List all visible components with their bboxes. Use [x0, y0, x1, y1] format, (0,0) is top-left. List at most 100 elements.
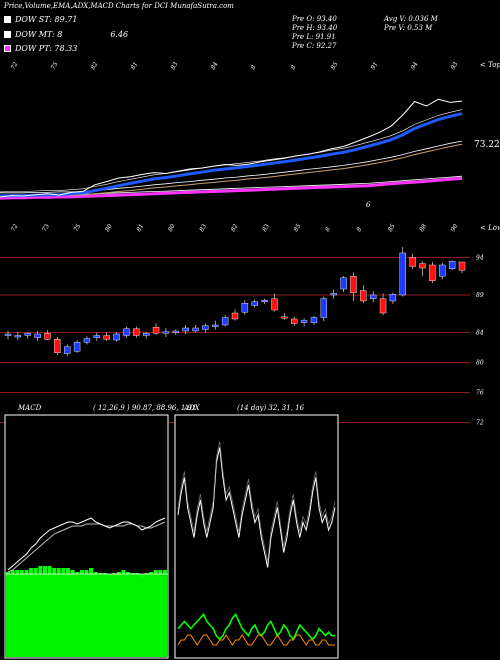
macd-histogram-bar: [10, 570, 15, 574]
candle-body: [202, 325, 209, 330]
ema-fast-dots: [0, 109, 463, 193]
price-y-tick-label: 80: [476, 360, 484, 367]
candle-body: [212, 324, 219, 327]
candle-body: [83, 338, 91, 343]
candle-body: [458, 261, 466, 271]
ema-top-tick-label: 82: [90, 61, 100, 71]
ema-bottom-tick-label: 83: [198, 223, 208, 233]
candle-body: [369, 294, 377, 299]
price-y-tick-label: 94: [476, 255, 484, 262]
macd-histogram-bar: [112, 573, 117, 574]
macd-histogram-bar: [42, 566, 47, 574]
candle-body: [300, 320, 308, 323]
price-y-tick-label: 84: [476, 330, 484, 337]
candle-body: [251, 301, 258, 306]
macd-histogram-bar: [116, 572, 121, 574]
macd-histogram-bar: [135, 573, 140, 574]
ema-bottom-tick-label: 85: [293, 223, 303, 233]
candle-body: [103, 335, 110, 340]
ema-right-label: < Tops: [480, 61, 500, 69]
ema-long-line: [0, 176, 463, 200]
ema-bottom-tick-label: 81: [135, 223, 145, 233]
macd-histogram-bar: [56, 568, 61, 574]
candle-body: [409, 257, 416, 267]
ema-bottom-tick-label: 88: [418, 223, 428, 233]
adx-panel-frame: [174, 414, 339, 659]
ema-bottom-tick-label: 8: [324, 226, 332, 233]
ema-bottom-tick-label: 83: [261, 223, 271, 233]
candle-body: [241, 303, 249, 313]
macd-histogram-bar: [163, 570, 167, 574]
ema-bottom-tick-label: 72: [10, 223, 20, 233]
macd-histogram-bar: [158, 570, 163, 574]
adx-line: [177, 634, 335, 646]
price-line: [0, 98, 463, 198]
ema-inner-label: 6: [366, 201, 371, 209]
candle-body: [399, 252, 406, 296]
macd-line: [7, 517, 166, 571]
macd-histogram-bar: [75, 572, 80, 574]
macd-histogram-bar: [93, 572, 98, 574]
candle-body: [172, 330, 179, 333]
candle-body: [64, 346, 71, 354]
ema-top-tick-label: 84: [210, 61, 220, 71]
ema-top-tick-label: 94: [410, 61, 420, 71]
macd-signal-line: [7, 521, 166, 573]
macd-histogram-bar: [47, 566, 52, 574]
macd-lower-fill: [6, 574, 167, 657]
candle-body: [73, 342, 81, 352]
legend-value: 6.46: [110, 30, 129, 39]
macd-histogram-bar: [29, 568, 34, 574]
ema-top-tick-label: 75: [50, 61, 60, 71]
candle-body: [379, 298, 387, 314]
candle-body: [14, 335, 22, 338]
adx-minus-di-line: [177, 612, 335, 641]
macd-histogram-bar: [153, 570, 158, 574]
candle-body: [192, 327, 199, 332]
ema-slow-line: [0, 143, 463, 197]
chart-title: Price,Volume,EMA,ADX,MACD Charts for DCI…: [4, 2, 234, 10]
legend-swatch: [4, 45, 11, 52]
ema-top-tick-label: 72: [10, 61, 20, 71]
candle-body: [182, 327, 189, 332]
ema-top-tick-label: 91: [370, 61, 380, 71]
macd-histogram-bar: [84, 570, 89, 574]
price-right-label: < Lows: [480, 224, 500, 232]
candle-body: [340, 277, 347, 290]
adx-plus-di-shadow: [177, 441, 336, 562]
ema-top-tick-label: 81: [130, 61, 140, 71]
candle-body: [93, 335, 101, 338]
candle-body: [261, 300, 268, 302]
adx-label: ADX: [184, 404, 200, 412]
candle-body: [281, 316, 288, 319]
candle-body: [221, 317, 229, 326]
info-prev-close: Pre C: 92.27: [292, 42, 337, 50]
candle-body: [24, 333, 31, 336]
ema-top-tick-label: 8: [290, 64, 298, 71]
candle-body: [448, 261, 456, 269]
candle-body: [439, 264, 446, 277]
price-y-tick-label: 89: [476, 292, 484, 299]
candle-body: [152, 327, 160, 334]
ema-last-value: 73.22: [474, 140, 500, 150]
info-prev-open: Pre O: 93.40: [292, 15, 337, 23]
candle-body: [113, 333, 120, 341]
price-y-tick-label: 72: [476, 420, 484, 427]
macd-histogram-bar: [66, 568, 71, 574]
candle-body: [44, 333, 51, 340]
candle-body: [123, 328, 130, 336]
macd-histogram-bar: [121, 570, 126, 574]
candle-body: [34, 333, 41, 338]
macd-histogram-bar: [89, 568, 94, 574]
macd-histogram-bar: [61, 568, 66, 574]
legend-dow-mt: DOW MT: 8 6.46: [4, 30, 128, 39]
legend-label: DOW PT: 78.33: [15, 44, 78, 53]
ema-bottom-tick-label: 80: [167, 223, 177, 233]
ema-bottom-tick-label: 73: [41, 223, 51, 233]
macd-histogram-bar: [6, 572, 10, 574]
ema-top-tick-label: 83: [170, 61, 180, 71]
info-prev-volume: Pre V: 0.53 M: [384, 24, 433, 32]
ema-fast-line: [0, 112, 463, 198]
candle-body: [142, 333, 150, 336]
candle-body: [360, 290, 367, 302]
